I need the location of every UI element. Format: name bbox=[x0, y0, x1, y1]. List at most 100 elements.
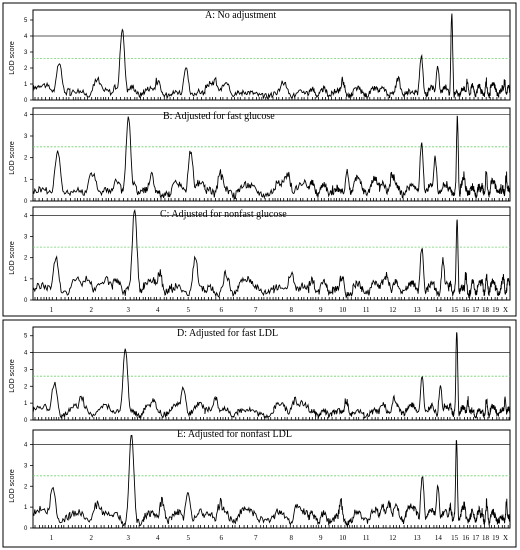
panel-a: 0 1 2 3 4 5 bbox=[24, 9, 511, 104]
y-tick-label: 4 bbox=[24, 34, 28, 40]
chromosome-label: 19 bbox=[492, 306, 500, 314]
plot-frame bbox=[32, 9, 511, 101]
marker-rug bbox=[34, 417, 510, 420]
marker-rug bbox=[34, 97, 506, 100]
y-tick-label: 1 bbox=[24, 401, 28, 407]
chromosome-label: 10 bbox=[339, 534, 347, 542]
y-axis-label: LOD score bbox=[9, 469, 16, 503]
chromosome-label: 11 bbox=[363, 534, 370, 542]
chromosome-labels-bottom: 1 2 3 4 5 6 7 8 9 10 11 12 13 14 15 16 17 18 19 X bbox=[50, 534, 508, 542]
chromosome-label: 14 bbox=[435, 306, 443, 314]
chromosome-label: 18 bbox=[482, 534, 490, 542]
chromosome-label: 1 bbox=[50, 306, 54, 314]
y-tick-label: 4 bbox=[24, 443, 28, 449]
y-tick-label: 4 bbox=[24, 213, 28, 219]
plot-frame bbox=[32, 326, 511, 421]
y-tick-label: 3 bbox=[24, 134, 28, 140]
chromosome-label: X bbox=[503, 306, 508, 314]
chromosome-label: 3 bbox=[126, 306, 130, 314]
chromosome-label: 13 bbox=[414, 534, 422, 542]
chromosome-label: 5 bbox=[187, 534, 191, 542]
chromosome-label: 2 bbox=[90, 534, 94, 542]
chromosome-label: 17 bbox=[472, 306, 480, 314]
lod-curve bbox=[32, 13, 511, 100]
chromosome-label: 8 bbox=[290, 534, 294, 542]
panel-e: 0 1 2 3 4 bbox=[24, 429, 511, 532]
lod-curve bbox=[32, 115, 511, 200]
chromosome-label: 16 bbox=[462, 306, 470, 314]
chromosome-label: 16 bbox=[462, 534, 470, 542]
chromosome-label: 6 bbox=[220, 306, 224, 314]
y-axis-label: LOD score bbox=[9, 141, 16, 175]
y-tick-label: 3 bbox=[24, 235, 28, 241]
chromosome-labels-top: 1 2 3 4 5 6 7 8 9 10 11 12 13 14 15 16 17 18 19 X bbox=[50, 306, 508, 314]
marker-rug bbox=[34, 525, 509, 528]
chromosome-label: 7 bbox=[254, 306, 258, 314]
y-tick-label: 5 bbox=[24, 334, 28, 340]
y-tick-label: 2 bbox=[24, 484, 28, 490]
lod-curve bbox=[32, 332, 511, 420]
chromosome-label: 10 bbox=[339, 306, 347, 314]
chromosome-label: 19 bbox=[492, 534, 500, 542]
chromosome-label: 15 bbox=[451, 306, 459, 314]
y-tick-label: 5 bbox=[24, 18, 28, 24]
chromosome-label: 1 bbox=[50, 534, 54, 542]
y-axis-label: LOD score bbox=[9, 241, 16, 275]
chromosome-label: 4 bbox=[156, 306, 160, 314]
group-frame-top bbox=[2, 2, 517, 317]
chromosome-label: 3 bbox=[126, 534, 130, 542]
y-tick-label: 2 bbox=[24, 66, 28, 72]
marker-rug bbox=[34, 198, 509, 201]
y-tick-label: 0 bbox=[24, 418, 28, 424]
panel-d: 0 1 2 3 4 5 bbox=[24, 326, 511, 424]
plot-frame bbox=[32, 206, 511, 301]
plot-frame bbox=[32, 107, 511, 202]
y-tick-label: 1 bbox=[24, 82, 28, 88]
chromosome-label: 13 bbox=[414, 306, 422, 314]
lod-curve bbox=[32, 209, 511, 299]
chromosome-label: 12 bbox=[389, 534, 397, 542]
panel-title: E: Adjusted for nonfast LDL bbox=[177, 429, 292, 440]
chromosome-label: 18 bbox=[482, 306, 490, 314]
chromosome-label: 15 bbox=[451, 534, 459, 542]
chromosome-label: 7 bbox=[254, 534, 258, 542]
chromosome-label: 6 bbox=[220, 534, 224, 542]
group-frame-bottom bbox=[2, 319, 517, 548]
marker-rug bbox=[34, 297, 508, 300]
y-tick-label: 4 bbox=[24, 112, 28, 118]
chromosome-label: 4 bbox=[156, 534, 160, 542]
chromosome-label: 12 bbox=[389, 306, 397, 314]
y-tick-label: 0 bbox=[24, 98, 28, 104]
panel-title: B: Adjusted for fast glucose bbox=[163, 111, 275, 122]
y-tick-label: 1 bbox=[24, 505, 28, 511]
plot-frame bbox=[32, 429, 511, 529]
y-axis-label: LOD score bbox=[9, 359, 16, 393]
y-tick-label: 0 bbox=[24, 199, 28, 205]
y-tick-label: 0 bbox=[24, 526, 28, 532]
y-tick-label: 4 bbox=[24, 351, 28, 357]
y-tick-label: 0 bbox=[24, 298, 28, 304]
chromosome-label: 9 bbox=[319, 534, 323, 542]
y-tick-label: 1 bbox=[24, 177, 28, 183]
chromosome-label: 11 bbox=[363, 306, 370, 314]
y-tick-label: 3 bbox=[24, 463, 28, 469]
chromosome-label: 5 bbox=[187, 306, 191, 314]
chromosome-label: X bbox=[503, 534, 508, 542]
y-tick-label: 3 bbox=[24, 50, 28, 56]
panel-title: D: Adjusted for fast LDL bbox=[177, 328, 278, 339]
panel-title: A: No adjustment bbox=[205, 10, 276, 21]
panel-b: 0 1 2 3 4 bbox=[24, 107, 511, 205]
y-tick-label: 2 bbox=[24, 256, 28, 262]
chromosome-label: 17 bbox=[472, 534, 480, 542]
chromosome-label: 8 bbox=[290, 306, 294, 314]
lod-curve bbox=[32, 434, 511, 527]
y-tick-label: 1 bbox=[24, 277, 28, 283]
panel-c: 0 1 2 3 4 bbox=[24, 206, 511, 304]
chromosome-label: 2 bbox=[90, 306, 94, 314]
y-tick-label: 3 bbox=[24, 367, 28, 373]
y-tick-label: 2 bbox=[24, 156, 28, 162]
chromosome-label: 14 bbox=[435, 534, 443, 542]
y-tick-label: 2 bbox=[24, 384, 28, 390]
panel-title: C: Adjusted for nonfast glucose bbox=[160, 209, 287, 220]
